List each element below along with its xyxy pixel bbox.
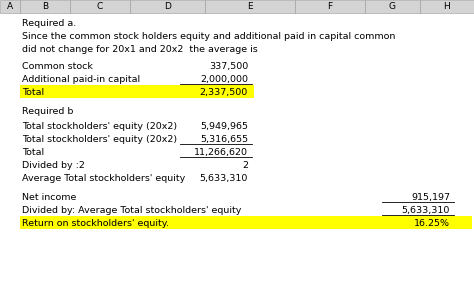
- Text: 2: 2: [242, 161, 248, 170]
- Text: H: H: [444, 2, 450, 11]
- Text: did not change for 20x1 and 20x2  the average is: did not change for 20x1 and 20x2 the ave…: [22, 45, 258, 54]
- Text: 2,337,500: 2,337,500: [200, 88, 248, 97]
- Text: Additional paid-in capital: Additional paid-in capital: [22, 75, 140, 84]
- Bar: [130, 0, 205, 13]
- Text: G: G: [389, 2, 396, 11]
- Text: 2,000,000: 2,000,000: [200, 75, 248, 84]
- Text: B: B: [42, 2, 48, 11]
- Text: Total stockholders' equity (20x2): Total stockholders' equity (20x2): [22, 135, 177, 144]
- Text: 5,633,310: 5,633,310: [401, 206, 450, 215]
- Text: Divided by: Average Total stockholders' equity: Divided by: Average Total stockholders' …: [22, 206, 241, 215]
- Text: Required b: Required b: [22, 107, 73, 116]
- Text: 915,197: 915,197: [411, 193, 450, 202]
- Bar: [0, 0, 20, 13]
- Bar: [20, 216, 472, 229]
- Text: A: A: [7, 2, 13, 11]
- Text: Common stock: Common stock: [22, 62, 93, 71]
- Text: 16.25%: 16.25%: [414, 219, 450, 228]
- Bar: [70, 0, 130, 13]
- Text: 5,633,310: 5,633,310: [200, 174, 248, 183]
- Text: Total stockholders' equity (20x2): Total stockholders' equity (20x2): [22, 122, 177, 131]
- Text: E: E: [247, 2, 253, 11]
- Bar: [205, 0, 295, 13]
- Text: D: D: [164, 2, 171, 11]
- Text: C: C: [97, 2, 103, 11]
- Text: Since the common stock holders equity and additional paid in capital common: Since the common stock holders equity an…: [22, 32, 395, 41]
- Text: 11,266,620: 11,266,620: [194, 148, 248, 157]
- Text: Average Total stockholders' equity: Average Total stockholders' equity: [22, 174, 185, 183]
- Text: Total: Total: [22, 148, 44, 157]
- Bar: [295, 0, 365, 13]
- Text: 5,949,965: 5,949,965: [200, 122, 248, 131]
- Bar: [20, 85, 254, 98]
- Text: F: F: [328, 2, 333, 11]
- Text: Required a.: Required a.: [22, 19, 76, 28]
- Text: 5,316,655: 5,316,655: [200, 135, 248, 144]
- Bar: [365, 0, 420, 13]
- Bar: [20, 0, 70, 13]
- Bar: [420, 0, 474, 13]
- Text: Net income: Net income: [22, 193, 76, 202]
- Text: Total: Total: [22, 88, 44, 97]
- Text: 337,500: 337,500: [209, 62, 248, 71]
- Text: Divided by :2: Divided by :2: [22, 161, 85, 170]
- Text: Return on stockholders' equity.: Return on stockholders' equity.: [22, 219, 169, 228]
